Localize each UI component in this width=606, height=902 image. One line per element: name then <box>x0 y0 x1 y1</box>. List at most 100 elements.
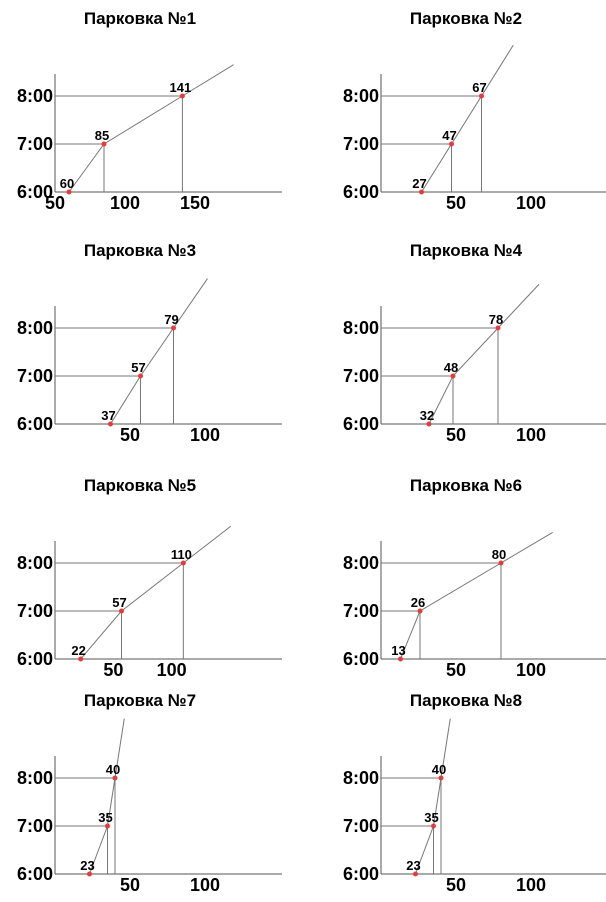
data-label: 47 <box>442 128 456 143</box>
data-point <box>180 560 186 566</box>
data-point <box>112 775 118 781</box>
x-tick-label: 100 <box>190 875 220 895</box>
data-point <box>417 608 423 614</box>
chart-svg: Парковка №4 6:00 7:00 8:00 32 48 78 50 100 <box>343 241 606 445</box>
chart-title: Парковка №3 <box>84 241 196 260</box>
data-point <box>119 608 124 614</box>
y-tick-label: 6:00 <box>17 864 53 884</box>
data-label: 27 <box>412 176 426 191</box>
y-tick-label: 7:00 <box>343 134 379 154</box>
data-label: 57 <box>112 595 126 610</box>
data-label: 60 <box>60 176 74 191</box>
data-label: 48 <box>444 360 458 375</box>
y-tick-label: 7:00 <box>343 366 379 386</box>
chart-svg: Парковка №7 6:00 7:00 8:00 23 35 40 50 100 <box>17 691 282 895</box>
data-point <box>105 823 110 829</box>
y-tick-label: 8:00 <box>17 86 53 106</box>
x-tick-label: 100 <box>516 875 546 895</box>
chart-title: Парковка №5 <box>84 476 196 495</box>
y-tick-label: 7:00 <box>17 366 53 386</box>
data-label: 40 <box>432 762 446 777</box>
x-tick-label: 50 <box>45 193 65 213</box>
chart-svg: Парковка №6 6:00 7:00 8:00 13 26 80 50 100 <box>343 476 606 680</box>
data-point <box>87 871 92 877</box>
data-point <box>101 141 107 147</box>
y-tick-label: 8:00 <box>343 553 379 573</box>
data-point <box>450 373 456 379</box>
x-tick-label: 50 <box>446 193 466 213</box>
chart-svg: Парковка №5 6:00 7:00 8:00 22 57 110 50 100 <box>17 476 282 680</box>
chart-svg: Парковка №3 6:00 7:00 8:00 37 57 79 50 100 <box>17 241 282 445</box>
series-line <box>68 64 234 193</box>
data-point <box>438 775 444 781</box>
x-tick-label: 100 <box>110 193 140 213</box>
data-label: 23 <box>406 858 420 873</box>
y-tick-label: 7:00 <box>17 134 53 154</box>
data-label: 67 <box>472 80 486 95</box>
y-tick-label: 6:00 <box>17 182 53 202</box>
chart-panel-8: Парковка №8 6:00 7:00 8:00 23 35 40 50 100 <box>326 682 606 897</box>
y-tick-label: 8:00 <box>17 318 53 338</box>
chart-svg: Парковка №1 6:00 7:00 8:00 60 85 141 50 100 150 <box>17 9 282 213</box>
data-label: 79 <box>164 312 178 327</box>
chart-title: Парковка №2 <box>410 9 522 28</box>
data-label: 13 <box>391 643 405 658</box>
x-tick-label: 150 <box>180 193 210 213</box>
y-tick-label: 8:00 <box>343 318 379 338</box>
y-tick-label: 6:00 <box>343 649 379 669</box>
x-tick-label: 50 <box>446 425 466 445</box>
data-point <box>398 656 403 662</box>
series-line <box>415 718 451 875</box>
y-tick-label: 6:00 <box>17 649 53 669</box>
data-label: 80 <box>492 547 506 562</box>
chart-panel-5: Парковка №5 6:00 7:00 8:00 22 57 110 50 100 <box>0 467 282 682</box>
y-tick-label: 8:00 <box>17 553 53 573</box>
data-label: 26 <box>411 595 425 610</box>
x-tick-label: 50 <box>446 660 466 680</box>
data-point <box>413 871 418 877</box>
x-tick-label: 100 <box>190 425 220 445</box>
x-tick-label: 100 <box>516 425 546 445</box>
chart-panel-2: Парковка №2 6:00 7:00 8:00 27 47 67 50 100 <box>326 0 606 215</box>
x-tick-label: 50 <box>446 875 466 895</box>
data-point <box>108 421 113 427</box>
series-line <box>110 278 208 425</box>
chart-panel-6: Парковка №6 6:00 7:00 8:00 13 26 80 50 100 <box>326 467 606 682</box>
chart-panel-4: Парковка №4 6:00 7:00 8:00 32 48 78 50 100 <box>326 232 606 447</box>
chart-title: Парковка №1 <box>84 9 196 28</box>
y-tick-label: 6:00 <box>17 414 53 434</box>
data-point <box>498 560 504 566</box>
data-point <box>495 325 501 331</box>
data-point <box>479 93 484 99</box>
data-label: 141 <box>170 80 192 95</box>
data-label: 35 <box>98 810 112 825</box>
y-tick-label: 7:00 <box>17 816 53 836</box>
data-label: 32 <box>420 408 434 423</box>
series-line <box>80 525 232 660</box>
data-point <box>171 325 176 331</box>
y-tick-label: 8:00 <box>343 768 379 788</box>
series-line <box>428 283 540 425</box>
series-line <box>421 44 514 193</box>
series-line <box>400 531 553 660</box>
chart-title: Парковка №8 <box>410 691 522 710</box>
x-tick-label: 100 <box>516 660 546 680</box>
data-label: 78 <box>489 312 503 327</box>
y-tick-label: 8:00 <box>343 86 379 106</box>
y-tick-label: 8:00 <box>17 768 53 788</box>
chart-svg: Парковка №2 6:00 7:00 8:00 27 47 67 50 100 <box>343 9 606 213</box>
y-tick-label: 7:00 <box>17 601 53 621</box>
chart-panel-7: Парковка №7 6:00 7:00 8:00 23 35 40 50 100 <box>0 682 282 897</box>
x-tick-label: 100 <box>157 660 187 680</box>
chart-panel-1: Парковка №1 6:00 7:00 8:00 60 85 141 50 100 150 <box>0 0 282 215</box>
x-tick-label: 50 <box>120 875 140 895</box>
data-label: 23 <box>80 858 94 873</box>
x-tick-label: 50 <box>103 660 123 680</box>
data-label: 40 <box>106 762 120 777</box>
chart-title: Парковка №6 <box>410 476 522 495</box>
y-tick-label: 6:00 <box>343 414 379 434</box>
chart-title: Парковка №4 <box>410 241 523 260</box>
chart-panel-3: Парковка №3 6:00 7:00 8:00 37 57 79 50 100 <box>0 232 282 447</box>
chart-title: Парковка №7 <box>84 691 196 710</box>
